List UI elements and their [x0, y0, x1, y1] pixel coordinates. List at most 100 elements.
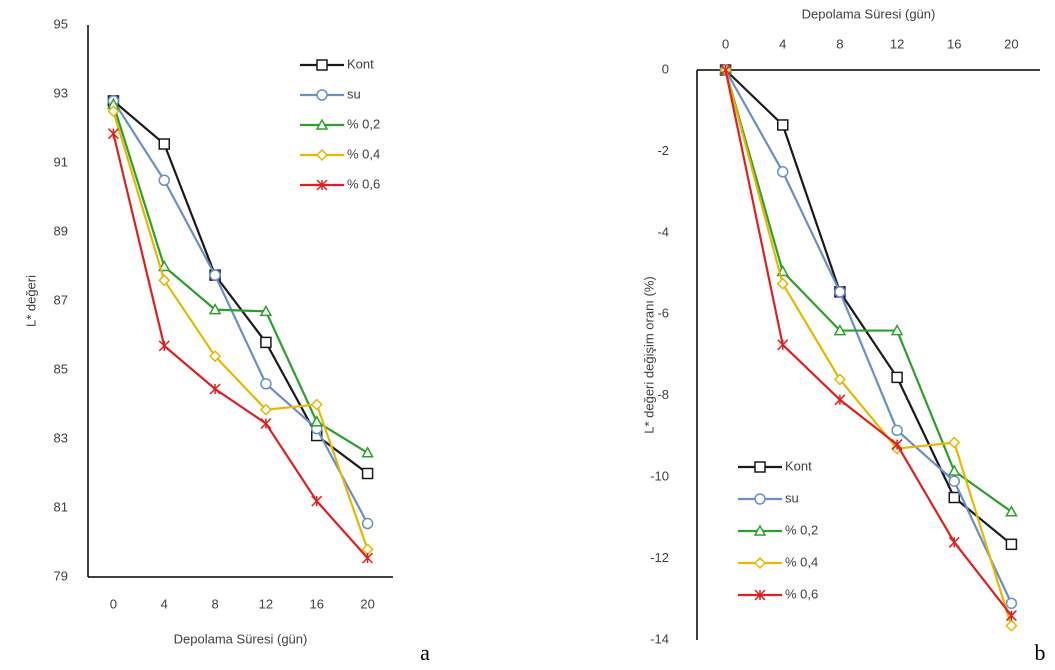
data-point — [890, 324, 904, 336]
legend-marker — [315, 118, 329, 130]
series-line — [724, 69, 1013, 617]
data-point — [833, 324, 847, 336]
legend-label: % 0,6 — [785, 586, 818, 601]
data-point — [158, 138, 170, 150]
data-point — [361, 446, 374, 458]
x-tick-label: 4 — [779, 36, 786, 51]
data-point — [1005, 597, 1018, 610]
legend-label: su — [347, 86, 361, 101]
legend-label: su — [785, 490, 799, 505]
data-point — [260, 378, 272, 390]
data-point — [158, 174, 170, 186]
legend-marker — [754, 589, 766, 601]
data-point — [260, 336, 272, 349]
data-point — [311, 495, 323, 507]
legend-label: % 0,6 — [347, 176, 380, 191]
data-point — [891, 439, 903, 451]
data-point — [259, 403, 272, 416]
series-line — [724, 69, 1013, 546]
legend-marker — [754, 493, 766, 505]
y-axis-title: L* değeri — [23, 275, 38, 327]
y-tick-label: 81 — [54, 499, 68, 514]
x-tick-label: 20 — [1004, 36, 1018, 51]
data-point — [158, 274, 171, 287]
data-point — [1005, 505, 1018, 517]
data-point — [361, 467, 374, 480]
x-axis-title: Depolama Süresi (gün) — [802, 6, 936, 21]
data-point — [948, 536, 960, 548]
data-point — [948, 491, 960, 504]
data-point — [107, 128, 119, 140]
data-point — [834, 394, 846, 406]
legend-label: % 0,4 — [785, 554, 818, 569]
data-point — [891, 371, 903, 384]
y-tick-label: -14 — [650, 631, 669, 646]
data-point — [947, 464, 961, 476]
data-point — [361, 517, 374, 530]
series-line — [112, 100, 369, 475]
y-tick-label: -4 — [657, 224, 669, 239]
data-point — [208, 303, 222, 315]
y-tick-label: 89 — [54, 223, 68, 238]
x-tick-label: 20 — [360, 596, 374, 611]
data-point — [891, 424, 903, 437]
data-point — [310, 398, 323, 411]
x-tick-label: 4 — [161, 596, 168, 611]
x-tick-label: 0 — [110, 596, 117, 611]
x-tick-label: 16 — [947, 36, 961, 51]
data-point — [776, 277, 789, 290]
series-line — [724, 69, 1013, 513]
x-tick-label: 8 — [211, 596, 218, 611]
x-tick-label: 12 — [259, 596, 273, 611]
legend-marker — [316, 89, 328, 101]
data-point — [1005, 538, 1018, 551]
data-point — [260, 417, 272, 430]
data-point — [209, 350, 222, 363]
y-tick-label: 87 — [54, 292, 68, 307]
y-tick-label: 95 — [54, 16, 68, 31]
series-line — [724, 69, 1013, 604]
y-tick-label: 91 — [54, 154, 68, 169]
legend-marker — [316, 179, 328, 191]
y-axis-title: L* değeri değişim oranı (%) — [641, 276, 656, 434]
x-tick-label: 0 — [722, 36, 729, 51]
legend-label: % 0,4 — [347, 146, 380, 161]
x-axis-title: Depolama Süresi (gün) — [174, 631, 308, 646]
data-point — [834, 286, 846, 298]
y-tick-label: -6 — [657, 306, 669, 321]
data-point — [777, 119, 789, 131]
data-point — [209, 269, 221, 281]
series-line — [112, 104, 369, 454]
legend-marker — [316, 59, 328, 71]
data-point — [777, 339, 789, 351]
legend-marker — [753, 524, 767, 536]
series-line — [112, 133, 369, 559]
data-point — [948, 475, 960, 487]
legend-marker — [753, 556, 767, 570]
legend-label: % 0,2 — [347, 116, 380, 131]
panel-label: a — [420, 640, 430, 665]
data-point — [720, 64, 732, 76]
data-point — [948, 436, 961, 449]
y-tick-label: -10 — [650, 469, 669, 484]
y-tick-label: 83 — [54, 430, 68, 445]
data-point — [158, 340, 170, 352]
data-point — [310, 415, 324, 427]
series-line — [112, 110, 369, 550]
data-point — [777, 166, 789, 178]
y-tick-label: -8 — [657, 387, 669, 402]
legend-label: % 0,2 — [785, 522, 818, 537]
data-point — [362, 552, 374, 564]
x-tick-label: 8 — [836, 36, 843, 51]
series-line — [112, 100, 369, 525]
y-tick-label: 93 — [54, 85, 68, 100]
data-point — [1005, 619, 1018, 632]
panel-label: b — [1035, 640, 1046, 665]
legend-label: Kont — [347, 56, 374, 71]
x-tick-label: 16 — [310, 596, 324, 611]
data-point — [107, 105, 120, 118]
legend-label: Kont — [785, 458, 812, 473]
y-tick-label: 79 — [54, 568, 68, 583]
data-point — [833, 373, 846, 386]
